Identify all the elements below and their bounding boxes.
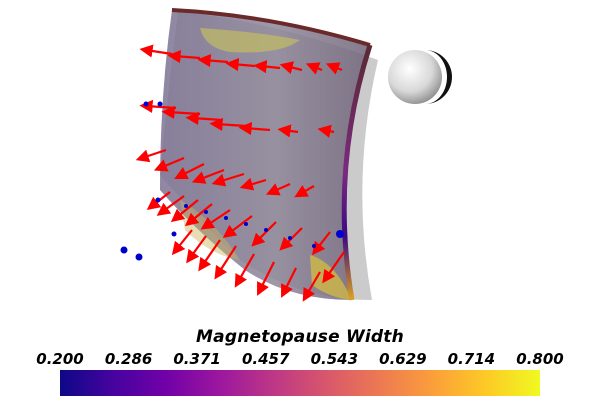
colorbar-tick-label: 0.200 (36, 350, 84, 368)
colorbar-tick-label: 0.371 (173, 350, 221, 368)
colorbar-tick-label: 0.800 (516, 350, 564, 368)
colorbar-tick-label: 0.629 (379, 350, 427, 368)
colorbar-tick-labels: 0.200 0.286 0.371 0.457 0.543 0.629 0.71… (0, 350, 600, 370)
earth-sphere[interactable] (388, 50, 452, 104)
colorbar-title: Magnetopause Width (196, 327, 404, 347)
surface-yellow-patch (200, 28, 300, 53)
colorbar-tick-label: 0.457 (241, 350, 290, 368)
colorbar-gradient (60, 370, 540, 396)
colorbar-tick-label: 0.543 (310, 350, 359, 368)
3d-scene-view[interactable] (0, 0, 600, 320)
velocity-arrows (135, 44, 345, 302)
sample-points (120, 101, 344, 261)
colorbar-tick-label: 0.286 (104, 350, 153, 368)
colorbar-tick-label: 0.714 (447, 350, 496, 368)
surface-right-edge (341, 44, 373, 301)
surface-top-edge (171, 8, 371, 47)
